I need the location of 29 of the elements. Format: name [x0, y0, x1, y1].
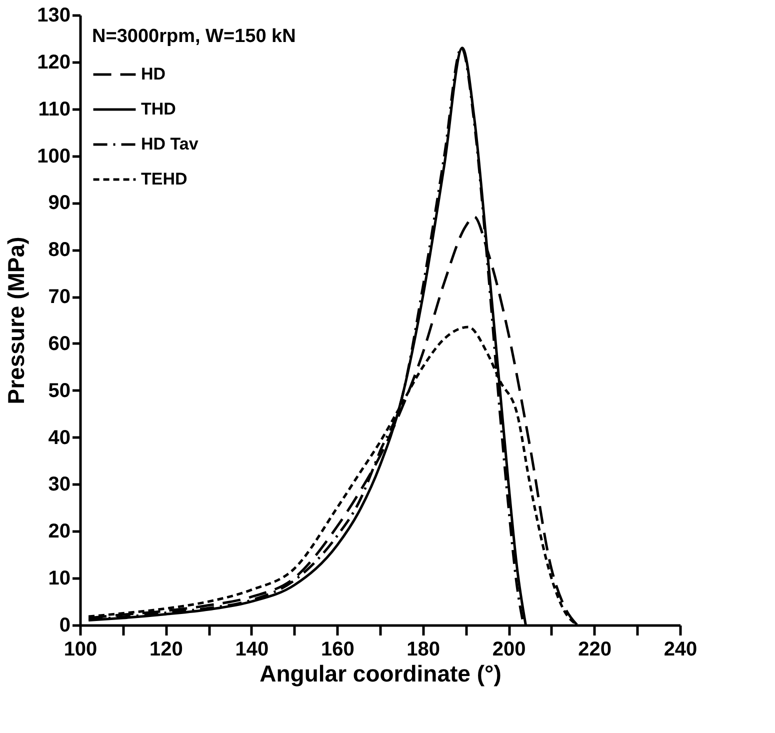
legend-label: HD: [141, 64, 166, 84]
x-tick-label: 100: [64, 638, 98, 660]
x-axis-title: Angular coordinate (°): [260, 660, 502, 686]
y-tick-label: 40: [48, 426, 70, 449]
legend-title: N=3000rpm, W=150 kN: [92, 26, 296, 47]
x-tick-label: 180: [406, 638, 440, 660]
x-tick-label: 240: [664, 638, 698, 660]
y-axis-title: Pressure (MPa): [3, 236, 30, 404]
x-tick-label: 200: [492, 638, 526, 660]
y-tick-label: 120: [37, 51, 70, 74]
y-tick-label: 70: [48, 286, 70, 308]
x-tick-label: 120: [150, 638, 183, 660]
y-tick-label: 110: [38, 98, 70, 120]
y-tick-label: 100: [37, 145, 70, 168]
legend-label: HD Tav: [141, 134, 199, 154]
y-tick-label: 20: [48, 520, 70, 543]
y-tick-label: 60: [48, 332, 70, 355]
x-tick-label: 220: [578, 638, 612, 660]
y-tick-label: 50: [48, 380, 70, 402]
y-tick-label: 80: [48, 239, 70, 262]
y-tick-label: 30: [48, 474, 70, 496]
legend-label: TEHD: [141, 170, 188, 188]
x-tick-label: 140: [235, 638, 269, 660]
legend-label: THD: [141, 100, 176, 118]
x-tick-label: 160: [320, 638, 354, 660]
y-tick-label: 90: [48, 192, 70, 214]
y-tick-label: 130: [37, 4, 70, 26]
y-tick-label: 10: [48, 568, 70, 590]
y-tick-label: 0: [59, 614, 70, 636]
